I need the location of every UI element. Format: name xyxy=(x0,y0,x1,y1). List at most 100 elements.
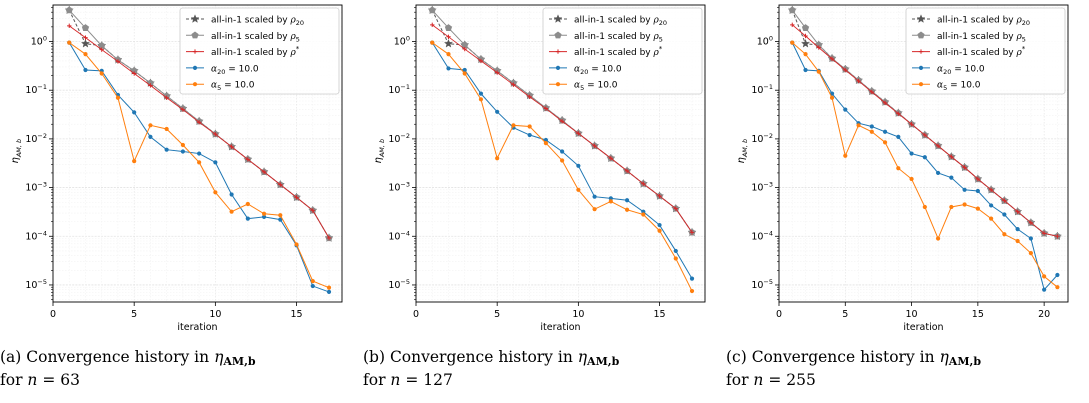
y-tick-label: 10−3 xyxy=(25,181,47,194)
data-point xyxy=(196,120,202,125)
caption-a: (a) Convergence history in ηAM,b for n = … xyxy=(0,348,256,389)
data-point xyxy=(869,124,874,129)
data-point xyxy=(197,151,202,156)
data-point xyxy=(962,187,967,192)
plot-area xyxy=(787,5,1062,292)
data-point xyxy=(689,288,695,294)
data-point xyxy=(294,242,299,247)
data-point xyxy=(543,137,548,143)
data-point xyxy=(673,248,678,254)
data-point xyxy=(446,52,451,57)
data-point xyxy=(922,204,927,210)
x-tick-label: 10 xyxy=(906,309,918,320)
data-point xyxy=(592,207,597,212)
legend-marker xyxy=(192,49,198,54)
data-point xyxy=(949,175,954,180)
series-3 xyxy=(430,40,695,281)
data-point xyxy=(1041,231,1047,236)
data-point xyxy=(164,95,169,100)
data-point xyxy=(1042,274,1047,279)
data-point xyxy=(462,71,467,76)
data-point xyxy=(975,176,981,182)
data-point xyxy=(869,89,874,95)
data-point xyxy=(543,140,548,146)
legend-entry: all-in-1 scaled by ρ* xyxy=(574,45,663,58)
data-point xyxy=(1028,236,1033,241)
x-tick-label: 5 xyxy=(842,309,848,320)
data-point xyxy=(180,149,185,154)
data-point xyxy=(164,126,169,132)
data-point xyxy=(1028,251,1033,256)
data-point xyxy=(641,212,646,217)
caption-c: (c) Convergence history in ηAM,b for n = … xyxy=(726,348,982,389)
data-point xyxy=(326,285,332,290)
data-point xyxy=(278,213,283,218)
data-point xyxy=(882,100,888,106)
data-point xyxy=(245,157,251,162)
data-point xyxy=(949,204,954,210)
x-axis-label: iteration xyxy=(540,322,580,333)
data-point xyxy=(261,211,267,216)
data-point xyxy=(843,153,848,158)
data-point xyxy=(495,156,500,161)
data-point xyxy=(843,107,848,112)
data-point xyxy=(1015,209,1020,214)
x-tick-label: 5 xyxy=(131,309,137,320)
y-tick-label: 10−4 xyxy=(388,229,410,242)
legend: all-in-1 scaled by ρ20 all-in-1 scaled by… xyxy=(542,7,703,95)
y-tick-label: 10−4 xyxy=(751,229,773,242)
data-point xyxy=(115,59,121,64)
data-point xyxy=(511,123,516,128)
data-point xyxy=(478,97,484,102)
data-point xyxy=(816,69,821,74)
data-point xyxy=(922,155,927,160)
y-tick-label: 100 xyxy=(757,35,773,48)
y-tick-label: 10−2 xyxy=(388,132,410,145)
y-tick-label: 100 xyxy=(394,35,410,48)
data-point xyxy=(278,182,283,187)
data-point xyxy=(132,158,137,164)
plot-area xyxy=(427,5,697,294)
data-point xyxy=(67,23,72,29)
data-point xyxy=(294,195,299,200)
data-point xyxy=(790,22,795,28)
data-point xyxy=(1002,232,1007,237)
data-point xyxy=(115,95,121,100)
data-point xyxy=(80,38,91,48)
data-point xyxy=(1015,227,1020,232)
legend-marker xyxy=(917,31,925,39)
y-axis-label: ηAM, b xyxy=(373,139,386,164)
legend: all-in-1 scaled by ρ20 all-in-1 scaled by… xyxy=(179,7,340,95)
data-point xyxy=(213,160,218,165)
data-point xyxy=(949,154,954,159)
data-point xyxy=(98,41,106,49)
data-point xyxy=(882,140,888,145)
data-point xyxy=(843,67,848,73)
legend-entry: α5 = 10.0 xyxy=(574,81,618,93)
legend-entry: all-in-1 scaled by ρ20 xyxy=(211,16,304,28)
data-point xyxy=(81,24,90,32)
legend-marker xyxy=(554,31,562,39)
data-point xyxy=(673,256,678,261)
data-point xyxy=(245,216,250,221)
plot-area xyxy=(64,5,334,295)
legend-entry: α5 = 10.0 xyxy=(937,81,981,93)
x-tick-label: 15 xyxy=(972,309,984,320)
data-point xyxy=(83,35,88,40)
data-point xyxy=(310,279,315,284)
chart-svg: 0 5 10 15 100 10−1 10−2 10−3 10−4 10−5 iteration ηA… xyxy=(10,4,343,333)
legend-entry: α5 = 10.0 xyxy=(211,81,255,93)
data-point xyxy=(229,144,234,149)
legend-marker xyxy=(918,49,924,54)
data-point xyxy=(1055,234,1060,239)
data-point xyxy=(527,132,532,138)
x-tick-label: 5 xyxy=(494,309,500,320)
data-point xyxy=(213,190,218,195)
data-point xyxy=(896,111,901,116)
data-point xyxy=(801,24,810,32)
data-point xyxy=(428,6,436,14)
data-point xyxy=(576,131,581,136)
data-point xyxy=(988,187,994,193)
data-point xyxy=(180,107,186,112)
data-point xyxy=(829,95,835,100)
